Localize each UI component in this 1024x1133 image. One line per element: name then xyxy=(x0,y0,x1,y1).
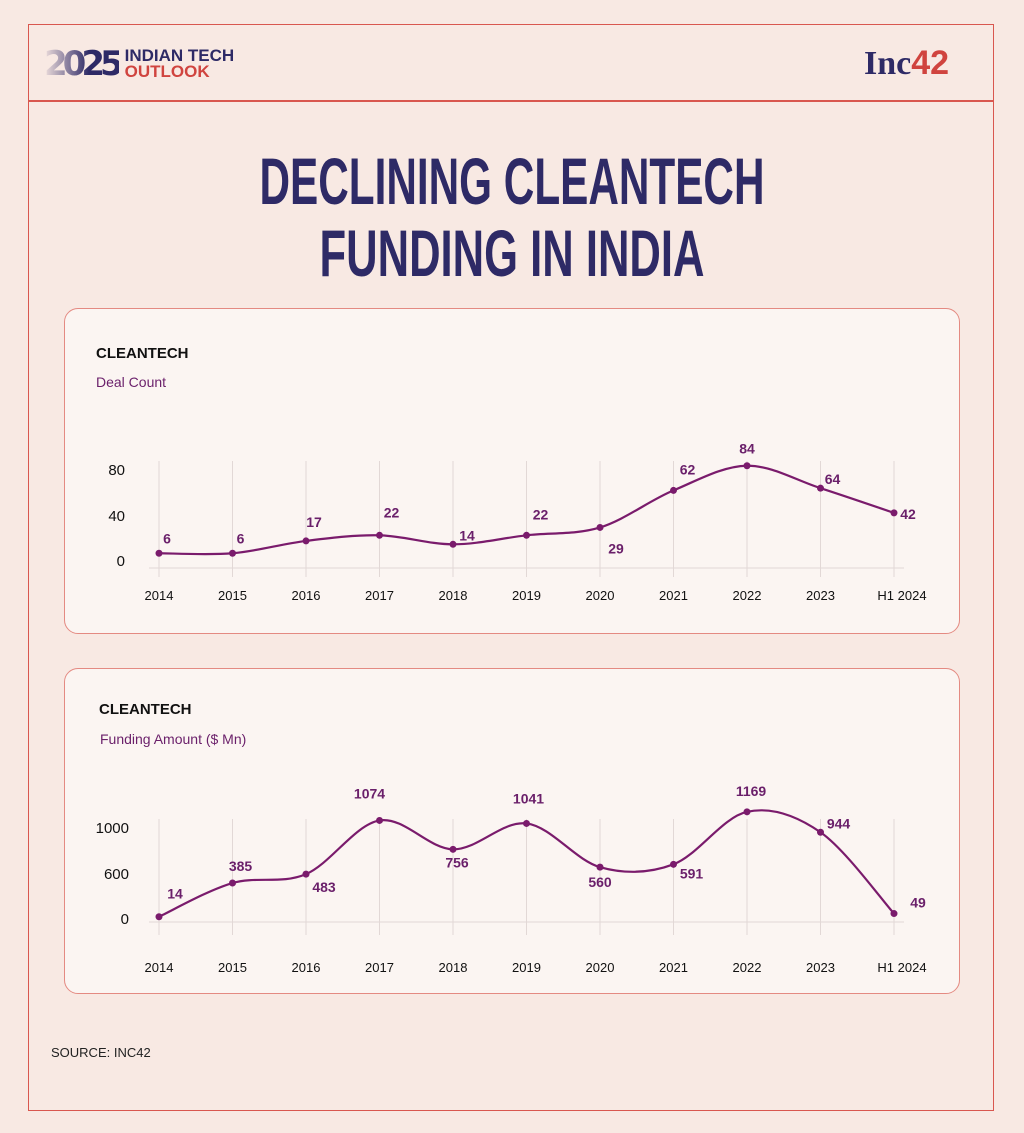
x-tick-label: 2022 xyxy=(733,588,762,603)
data-label: 756 xyxy=(445,854,469,870)
data-label: 591 xyxy=(680,865,704,881)
data-label: 1074 xyxy=(354,785,385,801)
data-label: 64 xyxy=(825,471,841,487)
x-tick-label: 2018 xyxy=(439,588,468,603)
funding-amount-card: CLEANTECH Funding Amount ($ Mn) 2014 2015… xyxy=(64,668,960,994)
frame-border xyxy=(28,24,994,1111)
inc42-logo: Inc42 xyxy=(864,44,950,82)
x-tick-label: 2022 xyxy=(733,960,762,975)
x-tick-label: 2015 xyxy=(218,960,247,975)
data-point xyxy=(229,879,236,887)
data-point xyxy=(596,523,604,531)
data-point xyxy=(376,531,383,539)
y-tick-label: 80 xyxy=(108,462,125,479)
data-label: 22 xyxy=(533,506,549,522)
data-label: 1041 xyxy=(513,790,544,806)
title-line1: DECLINING CLEANTECH xyxy=(260,144,765,218)
x-tick-label: 2023 xyxy=(806,588,835,603)
data-label: 14 xyxy=(167,886,183,902)
data-point xyxy=(523,531,530,539)
data-label: 62 xyxy=(680,461,696,477)
data-point xyxy=(302,537,310,545)
data-point xyxy=(743,808,751,816)
data-point xyxy=(670,860,677,868)
data-point xyxy=(596,863,604,871)
x-tick-label: 2019 xyxy=(512,960,541,975)
x-tick-label: H1 2024 xyxy=(877,588,926,603)
data-label: 6 xyxy=(163,530,171,546)
data-point xyxy=(229,549,236,557)
data-label: 49 xyxy=(910,895,926,911)
y-tick-label: 1000 xyxy=(96,820,129,837)
logo-year: 2025 xyxy=(44,44,124,84)
data-label: 42 xyxy=(900,506,916,522)
data-point xyxy=(890,509,898,517)
data-label: 1169 xyxy=(736,783,767,799)
y-tick-label: 0 xyxy=(121,911,129,928)
x-tick-label: 2019 xyxy=(512,588,541,603)
data-label: 22 xyxy=(384,504,400,520)
data-point xyxy=(743,462,751,470)
chart-title: CLEANTECH xyxy=(99,701,192,718)
x-tick-label: 2017 xyxy=(365,960,394,975)
header-divider xyxy=(28,100,994,102)
x-tick-label: 2014 xyxy=(145,960,174,975)
data-point xyxy=(155,549,163,557)
y-tick-label: 600 xyxy=(104,866,129,883)
title-line2: FUNDING IN INDIA xyxy=(320,216,705,285)
x-tick-label: 2016 xyxy=(292,960,321,975)
data-point xyxy=(302,870,310,878)
data-label: 17 xyxy=(306,514,322,530)
y-tick-label: 40 xyxy=(108,508,125,525)
data-label: 14 xyxy=(459,527,475,543)
data-point xyxy=(155,913,163,921)
data-point xyxy=(449,540,457,548)
data-point xyxy=(817,484,824,492)
logo-line1: INDIAN TECH xyxy=(124,46,235,65)
x-tick-label: 2016 xyxy=(292,588,321,603)
deal-count-chart: 2014 2015 2016 2017 2018 2019 2020 2021 2022 2023… xyxy=(108,441,926,603)
data-point xyxy=(523,819,530,827)
x-tick-label: 2017 xyxy=(365,588,394,603)
chart-title: CLEANTECH xyxy=(96,345,189,362)
x-tick-label: H1 2024 xyxy=(877,960,926,975)
data-label: 6 xyxy=(237,530,245,546)
x-tick-label: 2021 xyxy=(659,588,688,603)
data-label: 84 xyxy=(739,441,755,457)
outlook-logo: 2025 INDIAN TECH OUTLOOK xyxy=(44,44,234,84)
x-tick-label: 2021 xyxy=(659,960,688,975)
chart-subtitle: Deal Count xyxy=(96,374,167,390)
logo-line2: OUTLOOK xyxy=(124,62,210,81)
page-title: DECLINING CLEANTECH FUNDING IN INDIA xyxy=(260,144,765,285)
data-label: 29 xyxy=(608,540,624,556)
data-point xyxy=(670,486,677,494)
y-tick-label: 0 xyxy=(117,553,125,570)
data-point xyxy=(376,816,383,824)
data-label: 560 xyxy=(588,874,612,890)
data-point xyxy=(890,910,898,918)
chart-subtitle: Funding Amount ($ Mn) xyxy=(100,731,247,747)
source-note: SOURCE: INC42 xyxy=(51,1045,151,1060)
x-tick-label: 2014 xyxy=(145,588,174,603)
x-tick-label: 2015 xyxy=(218,588,247,603)
x-tick-label: 2020 xyxy=(586,588,615,603)
data-point xyxy=(817,828,824,836)
x-tick-label: 2020 xyxy=(586,960,615,975)
data-label: 385 xyxy=(229,858,253,874)
deal-count-card: CLEANTECH Deal Count 2014 2015 2016 2017 201… xyxy=(64,308,960,634)
x-tick-label: 2018 xyxy=(439,960,468,975)
data-label: 483 xyxy=(312,879,336,895)
x-tick-label: 2023 xyxy=(806,960,835,975)
data-label: 944 xyxy=(827,815,851,831)
funding-amount-chart: 2014 2015 2016 2017 2018 2019 2020 2021 2022 2023… xyxy=(96,783,927,975)
data-point xyxy=(449,845,457,853)
